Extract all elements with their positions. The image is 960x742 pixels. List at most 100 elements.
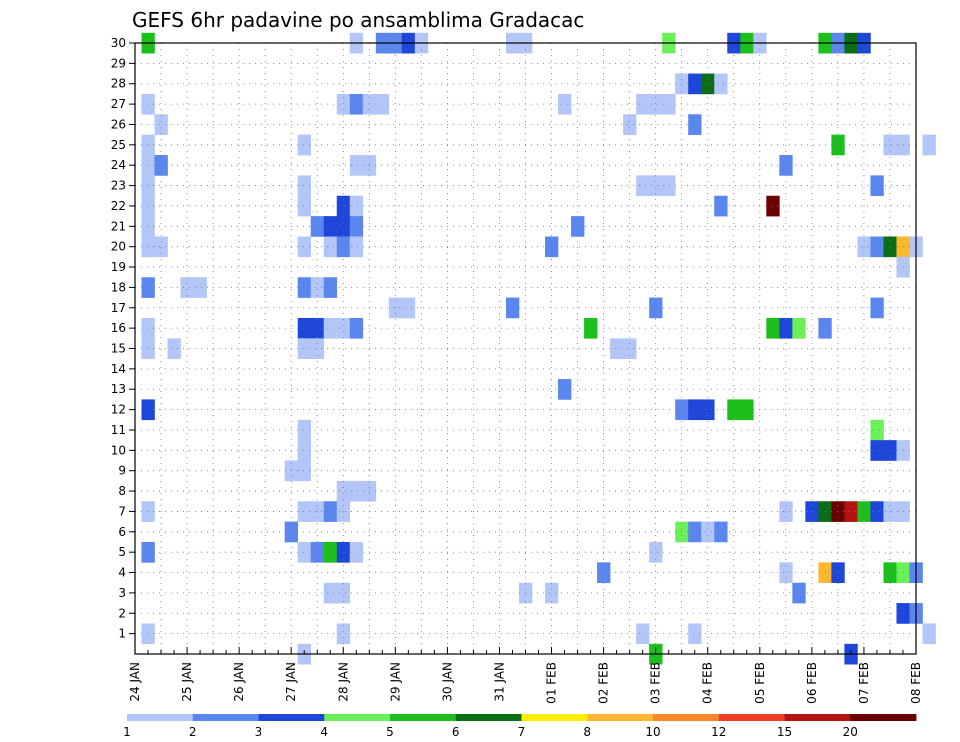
y-tick-label: 13: [111, 382, 126, 396]
x-tick-label: 08 FEB: [909, 662, 923, 704]
heatmap-cell: [297, 440, 312, 461]
y-tick-label: 20: [111, 240, 126, 254]
heatmap-cell: [297, 175, 312, 197]
colorbar-label: 7: [518, 725, 526, 739]
y-tick-label: 12: [111, 403, 126, 417]
heatmap-cell: [779, 155, 793, 176]
heatmap-cell: [336, 480, 351, 502]
heatmap-cell: [154, 114, 168, 135]
heatmap-cell: [831, 562, 845, 584]
y-tick-label: 8: [118, 484, 126, 498]
y-tick-label: 24: [111, 158, 126, 172]
heatmap-cell: [310, 317, 325, 339]
heatmap-cell: [349, 216, 364, 237]
heatmap-cell: [297, 501, 312, 522]
heatmap-cell: [349, 317, 364, 339]
heatmap-cell: [870, 175, 884, 197]
heatmap-cell: [336, 541, 351, 563]
y-tick-label: 15: [111, 342, 126, 356]
heatmap-cell: [870, 501, 884, 522]
heatmap-cell: [844, 501, 858, 522]
heatmap-cell: [870, 419, 884, 441]
colorbar-label: 3: [255, 725, 263, 739]
colorbar-swatch: [718, 714, 785, 721]
x-tick-label: 26 JAN: [232, 662, 246, 702]
colorbar-label: 2: [189, 725, 197, 739]
y-tick-label: 2: [118, 606, 126, 620]
heatmap-cell: [922, 134, 936, 156]
heatmap-cell: [297, 541, 312, 563]
heatmap-cells: [141, 32, 936, 665]
heatmap-cell: [323, 216, 338, 237]
heatmap-cell: [193, 277, 207, 298]
heatmap-cell: [649, 541, 663, 563]
heatmap-cell: [636, 175, 650, 197]
heatmap-cell: [349, 480, 364, 502]
heatmap-cell: [505, 297, 520, 319]
heatmap-cell: [636, 623, 650, 645]
y-tick-label: 22: [111, 199, 126, 213]
y-tick-label: 14: [111, 362, 126, 376]
y-tick-label: 9: [118, 464, 126, 478]
heatmap-cell: [310, 541, 325, 563]
heatmap-cell: [180, 277, 194, 298]
y-tick-label: 7: [118, 504, 126, 518]
x-tick-label: 24 JAN: [128, 662, 142, 702]
heatmap-cell: [792, 317, 806, 339]
y-tick-label: 30: [111, 36, 126, 50]
x-tick-label: 05 FEB: [753, 662, 767, 704]
y-tick-label: 5: [118, 545, 126, 559]
heatmap-cell: [336, 317, 351, 339]
heatmap-cell: [870, 297, 884, 319]
colorbar: 1 2 3 4 5 6 7 8 10 12 15 20: [123, 714, 917, 739]
heatmap-cell: [141, 155, 155, 176]
colorbar-label: 15: [777, 725, 792, 739]
heatmap-cell: [375, 93, 390, 115]
colorbar-swatch: [390, 714, 457, 721]
heatmap-cell: [545, 236, 559, 258]
heatmap-cell: [349, 541, 364, 563]
y-tick-label: 21: [111, 219, 126, 233]
heatmap-cell: [141, 623, 155, 645]
y-tick-label: 27: [111, 97, 126, 111]
heatmap-cell: [297, 460, 312, 482]
heatmap-cell: [141, 541, 155, 563]
heatmap-cell: [401, 297, 416, 319]
heatmap-cell: [141, 175, 155, 197]
heatmap-cell: [323, 541, 338, 563]
heatmap-cell: [323, 236, 338, 258]
x-tick-label: 29 JAN: [388, 662, 402, 702]
x-tick-label: 02 FEB: [597, 662, 611, 704]
heatmap-cell: [323, 277, 338, 298]
heatmap-cell: [545, 582, 559, 604]
y-tick-label: 10: [111, 443, 126, 457]
colorbar-swatch: [784, 714, 851, 721]
x-axis: 24 JAN 25 JAN 26 JAN 27 JAN 28 JAN 29 JAN 30 J…: [128, 647, 923, 704]
heatmap-cell: [349, 236, 364, 258]
x-tick-label: 30 JAN: [440, 662, 454, 702]
heatmap-cell: [336, 582, 351, 604]
heatmap-cell: [831, 134, 845, 156]
y-axis: 1234567891011121314151617181920212223242…: [111, 36, 135, 641]
heatmap-cell: [141, 317, 155, 339]
heatmap-cell: [662, 175, 676, 197]
heatmap-cell: [714, 73, 728, 95]
colorbar-label: 10: [645, 725, 660, 739]
x-tick-label: 01 FEB: [545, 662, 559, 704]
colorbar-swatch: [521, 714, 588, 721]
heatmap-cell: [688, 521, 702, 543]
heatmap-cell: [766, 195, 780, 217]
heatmap-cell: [336, 623, 351, 645]
x-tick-label: 25 JAN: [180, 662, 194, 702]
heatmap-cell: [141, 195, 155, 217]
heatmap-cell: [571, 216, 585, 237]
x-tick-label: 07 FEB: [857, 662, 871, 704]
heatmap-cell: [688, 399, 702, 421]
heatmap-cell: [883, 134, 897, 156]
grid-lines: [135, 43, 916, 654]
y-tick-label: 6: [118, 525, 126, 539]
colorbar-swatch: [324, 714, 391, 721]
colorbar-swatch: [192, 714, 259, 721]
heatmap-cell: [870, 440, 884, 461]
